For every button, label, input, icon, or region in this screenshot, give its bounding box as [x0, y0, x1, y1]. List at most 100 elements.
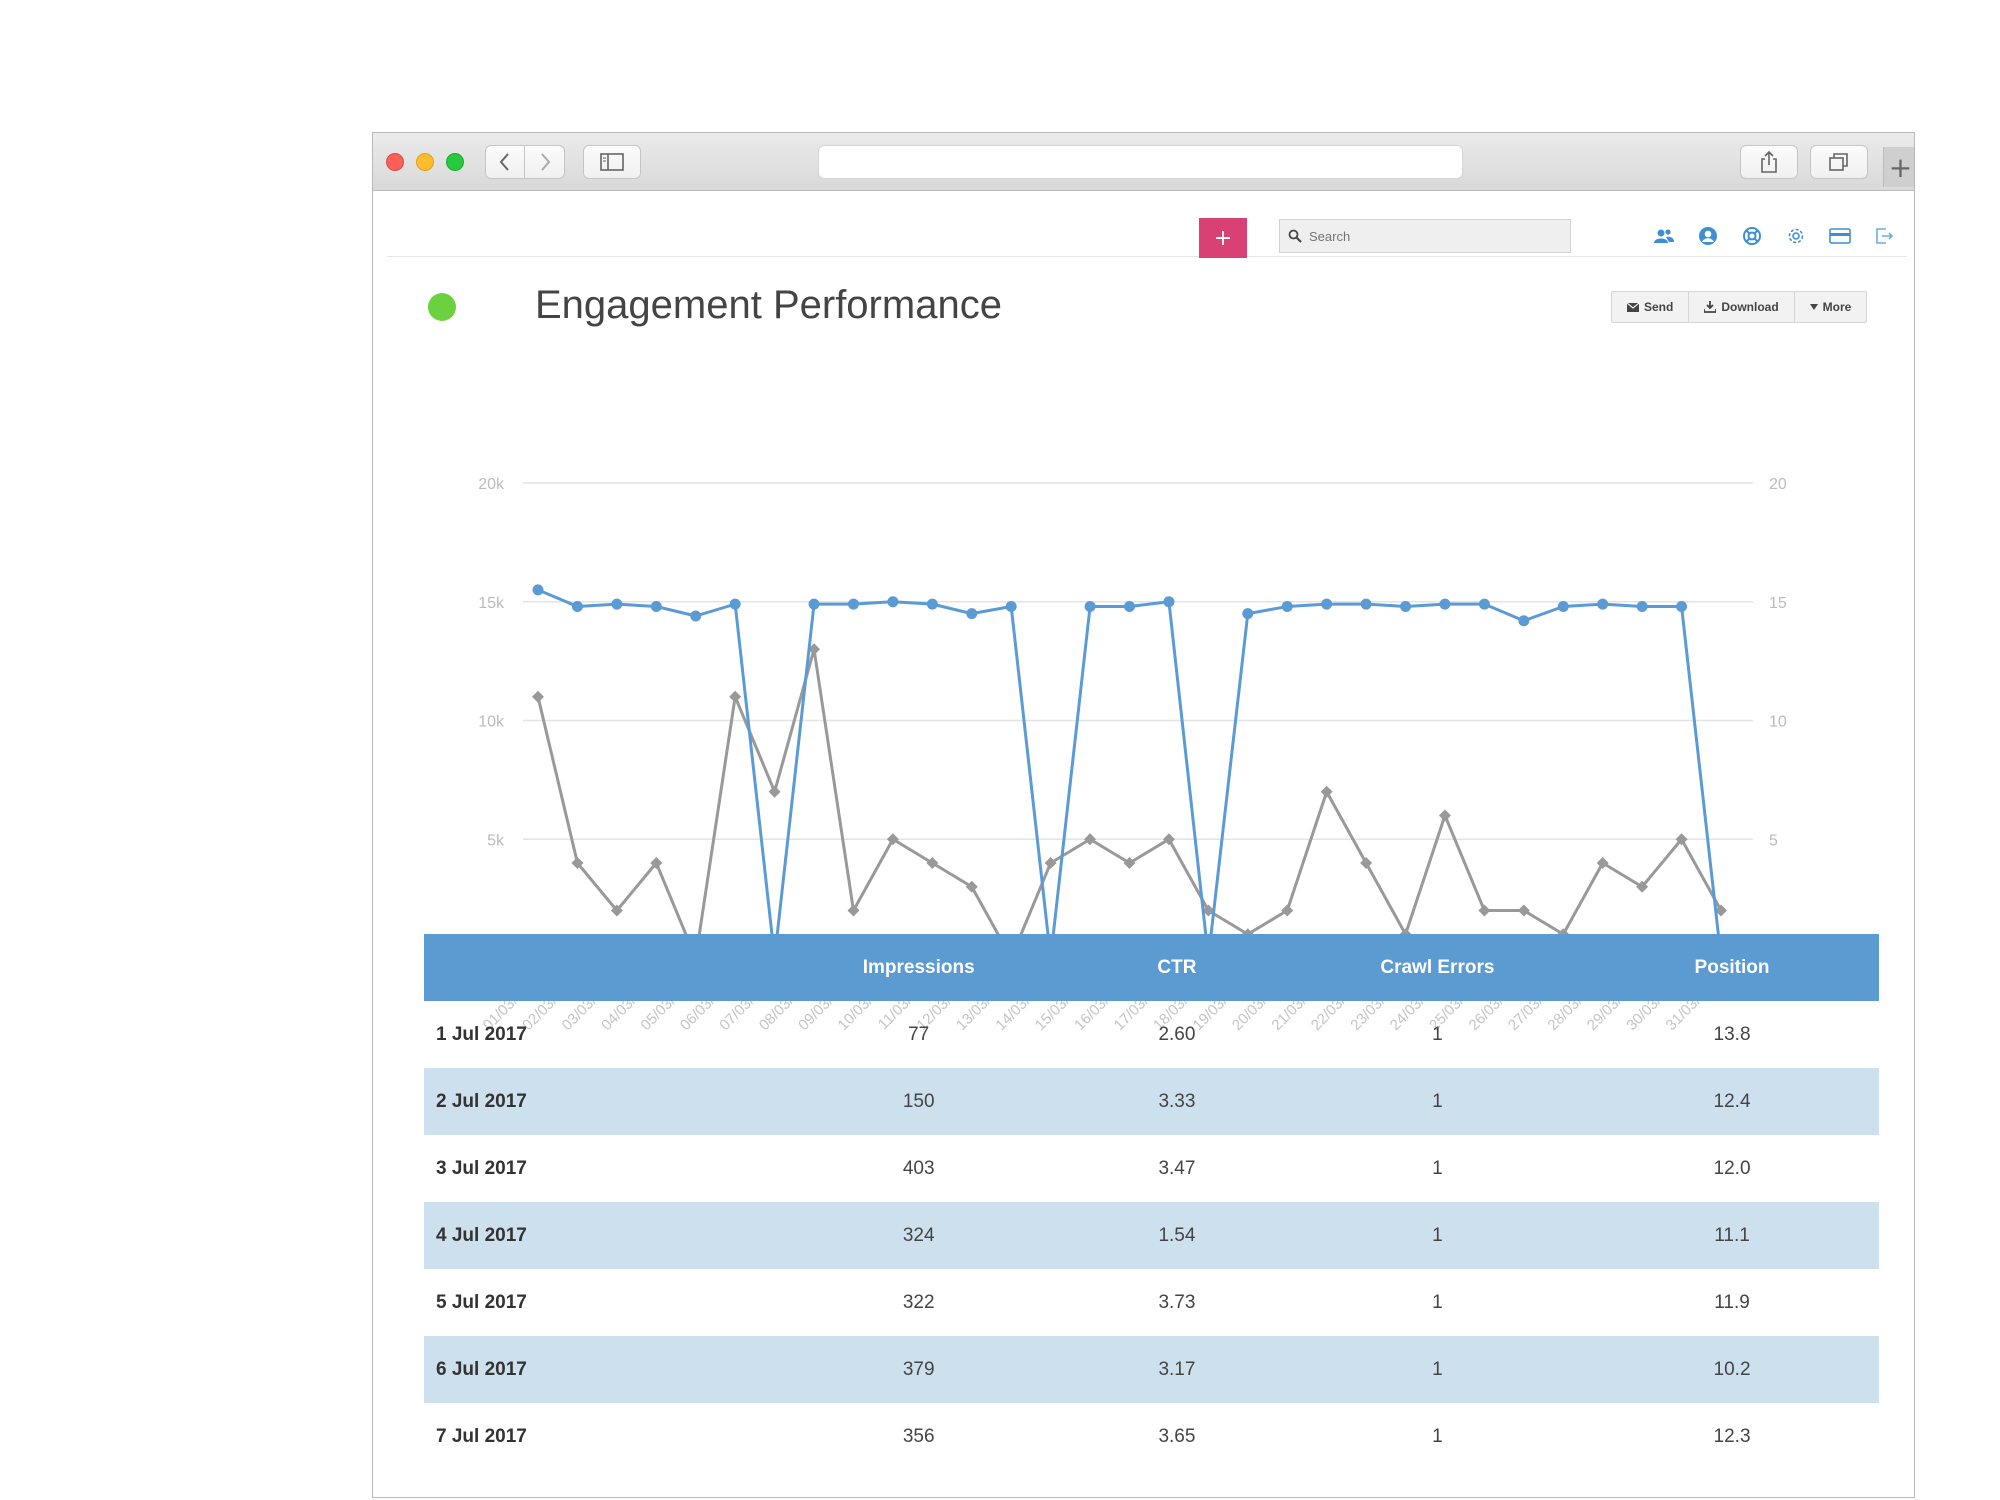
table-cell: 1 — [1432, 1291, 1443, 1313]
data-point — [1478, 904, 1491, 917]
table-cell: 1 — [1289, 1068, 1586, 1135]
table-cell: 3.33 — [1064, 1068, 1290, 1135]
data-point — [690, 610, 702, 622]
metrics-table: Impressions CTR Crawl Errors Position 1 … — [424, 934, 1879, 1470]
lifebuoy-icon[interactable] — [1741, 225, 1763, 247]
table-cell-date: 2 Jul 2017 — [424, 1068, 774, 1135]
table-row: 2 Jul 2017 150 3.33 1 12.4 — [424, 1068, 1879, 1135]
table-header-row: Impressions CTR Crawl Errors Position — [424, 934, 1879, 1001]
share-button[interactable] — [1740, 145, 1798, 179]
table-cell: 3.73 — [1158, 1291, 1196, 1313]
data-point — [1281, 904, 1294, 917]
column-header[interactable] — [424, 934, 774, 1001]
share-icon — [1761, 150, 1777, 173]
credit-card-icon[interactable] — [1829, 225, 1851, 247]
table-cell-date: 1 Jul 2017 — [436, 1023, 527, 1045]
data-point — [886, 833, 899, 846]
close-window-button[interactable] — [386, 153, 404, 171]
search-input[interactable] — [1309, 228, 1549, 244]
users-icon[interactable] — [1653, 225, 1675, 247]
data-point — [610, 904, 623, 917]
send-label: Send — [1644, 300, 1674, 314]
download-icon — [1704, 301, 1717, 313]
table-cell-date: 3 Jul 2017 — [436, 1157, 527, 1179]
tabs-overview-button[interactable] — [1810, 145, 1868, 179]
data-point — [808, 643, 821, 656]
page-title: Engagement Performance — [535, 283, 1002, 327]
data-point — [1163, 596, 1175, 608]
tabs-icon — [1829, 153, 1848, 171]
table-cell-date: 6 Jul 2017 — [424, 1336, 774, 1403]
back-button[interactable] — [485, 145, 525, 179]
table-row: 5 Jul 2017 322 3.73 1 11.9 — [424, 1269, 1879, 1336]
data-point — [571, 857, 584, 869]
report-actions: Send Download More — [1611, 291, 1868, 323]
y-left-tick-label: 5k — [487, 832, 505, 849]
data-point — [532, 690, 544, 703]
column-header[interactable]: Crawl Errors — [1289, 934, 1586, 1001]
table-cell: 1 — [1289, 1202, 1586, 1269]
logout-icon[interactable] — [1873, 225, 1895, 247]
data-point — [532, 584, 544, 596]
minimize-window-button[interactable] — [416, 153, 434, 171]
table-cell: 77 — [908, 1023, 930, 1045]
data-point — [1676, 601, 1688, 612]
send-button[interactable]: Send — [1612, 292, 1690, 322]
table-row: 3 Jul 2017 403 3.47 1 12.0 — [424, 1135, 1879, 1202]
table-cell: 3.47 — [1158, 1157, 1196, 1179]
data-point — [1124, 601, 1135, 612]
address-bar[interactable] — [818, 145, 1463, 179]
more-dropdown-button[interactable]: More — [1795, 292, 1867, 322]
chevron-left-icon — [499, 153, 509, 171]
column-header[interactable]: Position — [1585, 934, 1879, 1001]
table-cell: 322 — [902, 1291, 935, 1313]
data-point — [768, 785, 781, 798]
status-indicator — [428, 293, 456, 321]
search-field[interactable] — [1279, 219, 1571, 253]
sidebar-toggle-button[interactable] — [583, 145, 641, 179]
data-point — [1123, 857, 1136, 869]
data-point — [650, 857, 663, 869]
zoom-window-button[interactable] — [446, 153, 464, 171]
new-tab-button[interactable]: + — [1883, 147, 1914, 187]
column-header[interactable]: Impressions — [773, 934, 1065, 1001]
table-cell: 11.9 — [1714, 1291, 1750, 1313]
search-icon — [1288, 229, 1302, 243]
data-point — [1439, 598, 1451, 610]
table-cell: 403 — [902, 1157, 935, 1179]
data-point — [1320, 785, 1333, 798]
add-button[interactable]: + — [1199, 218, 1247, 258]
data-point — [926, 857, 939, 869]
y-left-tick-label: 20k — [478, 476, 505, 493]
data-point — [1557, 601, 1569, 612]
table-cell: 13.8 — [1713, 1023, 1751, 1045]
browser-window: + + Engagement Performance — [372, 132, 1915, 1498]
table-cell: 10.2 — [1585, 1336, 1879, 1403]
more-label: More — [1822, 300, 1852, 314]
table-cell: 379 — [773, 1336, 1065, 1403]
y-left-tick-label: 10k — [478, 714, 505, 731]
column-header[interactable]: CTR — [1064, 934, 1290, 1001]
table-cell: 1 — [1432, 1023, 1443, 1045]
chevron-right-icon — [540, 153, 550, 171]
table-row: 4 Jul 2017 324 1.54 1 11.1 — [424, 1202, 1879, 1269]
envelope-icon — [1627, 302, 1639, 312]
table-cell: 356 — [902, 1425, 935, 1447]
user-icon[interactable] — [1697, 225, 1719, 247]
gear-icon[interactable] — [1785, 225, 1807, 247]
table-cell: 12.4 — [1585, 1068, 1879, 1135]
table-row: 6 Jul 2017 379 3.17 1 10.2 — [424, 1336, 1879, 1403]
data-point — [1518, 615, 1530, 627]
download-button[interactable]: Download — [1689, 292, 1795, 322]
download-label: Download — [1721, 300, 1779, 314]
caret-down-icon — [1809, 304, 1818, 310]
table-cell: 1 — [1289, 1336, 1586, 1403]
forward-button[interactable] — [525, 145, 565, 179]
table-cell-date: 4 Jul 2017 — [424, 1202, 774, 1269]
table-cell: 11.1 — [1585, 1202, 1879, 1269]
y-right-tick-label: 5 — [1769, 832, 1778, 849]
data-point — [1715, 904, 1727, 917]
data-point — [650, 601, 662, 612]
data-point — [1084, 833, 1097, 846]
data-point — [1044, 857, 1057, 869]
